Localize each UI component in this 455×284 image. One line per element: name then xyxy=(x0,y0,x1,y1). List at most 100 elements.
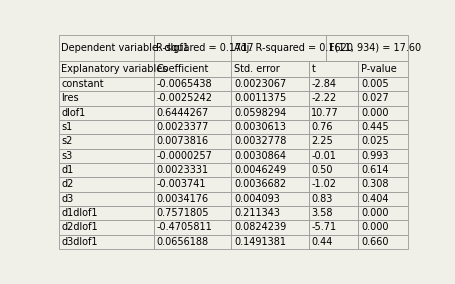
Bar xyxy=(59,61,154,77)
Bar xyxy=(154,61,231,77)
Text: constant: constant xyxy=(61,79,104,89)
Text: 0.614: 0.614 xyxy=(361,165,389,175)
Text: 2.25: 2.25 xyxy=(311,136,333,146)
Bar xyxy=(59,220,154,235)
Bar xyxy=(59,177,154,191)
Bar xyxy=(231,220,308,235)
Text: -2.84: -2.84 xyxy=(311,79,336,89)
Text: t: t xyxy=(311,64,315,74)
Bar xyxy=(231,77,308,91)
Bar xyxy=(308,91,358,106)
Text: 0.000: 0.000 xyxy=(361,108,389,118)
Bar xyxy=(154,106,231,120)
Text: -0.0025242: -0.0025242 xyxy=(157,93,212,103)
Text: 0.0023331: 0.0023331 xyxy=(157,165,208,175)
Bar xyxy=(231,120,308,134)
Bar xyxy=(59,235,154,249)
Bar xyxy=(59,149,154,163)
Bar xyxy=(154,206,231,220)
Bar xyxy=(59,106,154,120)
Text: -0.0065438: -0.0065438 xyxy=(157,79,212,89)
Text: d1dlof1: d1dlof1 xyxy=(61,208,98,218)
Bar xyxy=(59,35,154,61)
Text: 0.7571805: 0.7571805 xyxy=(157,208,209,218)
Text: 0.000: 0.000 xyxy=(361,222,389,232)
Bar xyxy=(308,61,358,77)
Bar xyxy=(231,134,308,149)
Bar xyxy=(231,149,308,163)
Bar xyxy=(358,163,408,177)
Text: 0.0598294: 0.0598294 xyxy=(234,108,286,118)
Text: Coefficient: Coefficient xyxy=(157,64,209,74)
Text: 0.83: 0.83 xyxy=(311,194,333,204)
Text: 0.0656188: 0.0656188 xyxy=(157,237,208,247)
Text: Std. error: Std. error xyxy=(234,64,280,74)
Text: 0.000: 0.000 xyxy=(361,208,389,218)
Text: P-value: P-value xyxy=(361,64,397,74)
Text: s2: s2 xyxy=(61,136,73,146)
Text: -0.01: -0.01 xyxy=(311,151,336,161)
Text: 0.1491381: 0.1491381 xyxy=(234,237,286,247)
Text: 0.0034176: 0.0034176 xyxy=(157,194,208,204)
Text: 0.004093: 0.004093 xyxy=(234,194,280,204)
Bar xyxy=(231,177,308,191)
Bar xyxy=(308,220,358,235)
Bar xyxy=(231,35,326,61)
Text: -1.02: -1.02 xyxy=(311,179,336,189)
Text: 0.993: 0.993 xyxy=(361,151,389,161)
Text: 0.005: 0.005 xyxy=(361,79,389,89)
Text: 0.404: 0.404 xyxy=(361,194,389,204)
Bar xyxy=(308,206,358,220)
Text: d3dlof1: d3dlof1 xyxy=(61,237,98,247)
Bar xyxy=(358,91,408,106)
Text: 0.76: 0.76 xyxy=(311,122,333,132)
Bar xyxy=(358,77,408,91)
Text: 0.308: 0.308 xyxy=(361,179,389,189)
Bar xyxy=(308,191,358,206)
Text: 0.0073816: 0.0073816 xyxy=(157,136,208,146)
Bar xyxy=(59,91,154,106)
Bar xyxy=(59,134,154,149)
Bar xyxy=(231,106,308,120)
Text: 3.58: 3.58 xyxy=(311,208,333,218)
Text: d2: d2 xyxy=(61,179,74,189)
Text: 0.0046249: 0.0046249 xyxy=(234,165,286,175)
Bar xyxy=(358,120,408,134)
Bar xyxy=(154,91,231,106)
Bar xyxy=(154,149,231,163)
Text: dlof1: dlof1 xyxy=(61,108,86,118)
Bar xyxy=(59,163,154,177)
Text: 0.660: 0.660 xyxy=(361,237,389,247)
Bar xyxy=(154,177,231,191)
Bar xyxy=(154,235,231,249)
Bar xyxy=(154,191,231,206)
Text: 0.445: 0.445 xyxy=(361,122,389,132)
Text: 0.0023377: 0.0023377 xyxy=(157,122,209,132)
Bar xyxy=(308,163,358,177)
Bar xyxy=(59,191,154,206)
Text: 0.027: 0.027 xyxy=(361,93,389,103)
Text: 0.0032778: 0.0032778 xyxy=(234,136,286,146)
Text: 0.025: 0.025 xyxy=(361,136,389,146)
Bar xyxy=(358,177,408,191)
Text: Explanatory variables: Explanatory variables xyxy=(61,64,168,74)
Bar xyxy=(231,191,308,206)
Text: Dependent variable: dlgf1: Dependent variable: dlgf1 xyxy=(61,43,189,53)
Bar xyxy=(154,35,231,61)
Text: -0.4705811: -0.4705811 xyxy=(157,222,212,232)
Text: 0.0011375: 0.0011375 xyxy=(234,93,286,103)
Bar xyxy=(59,77,154,91)
Text: 0.50: 0.50 xyxy=(311,165,333,175)
Bar xyxy=(326,35,408,61)
Bar xyxy=(358,106,408,120)
Text: Adj. R-squared = 0.1620: Adj. R-squared = 0.1620 xyxy=(234,43,353,53)
Text: s1: s1 xyxy=(61,122,73,132)
Text: 0.0030864: 0.0030864 xyxy=(234,151,286,161)
Bar xyxy=(308,134,358,149)
Bar xyxy=(231,235,308,249)
Text: 0.0023067: 0.0023067 xyxy=(234,79,286,89)
Bar xyxy=(231,61,308,77)
Bar xyxy=(308,106,358,120)
Text: -0.0000257: -0.0000257 xyxy=(157,151,212,161)
Text: 0.0824239: 0.0824239 xyxy=(234,222,286,232)
